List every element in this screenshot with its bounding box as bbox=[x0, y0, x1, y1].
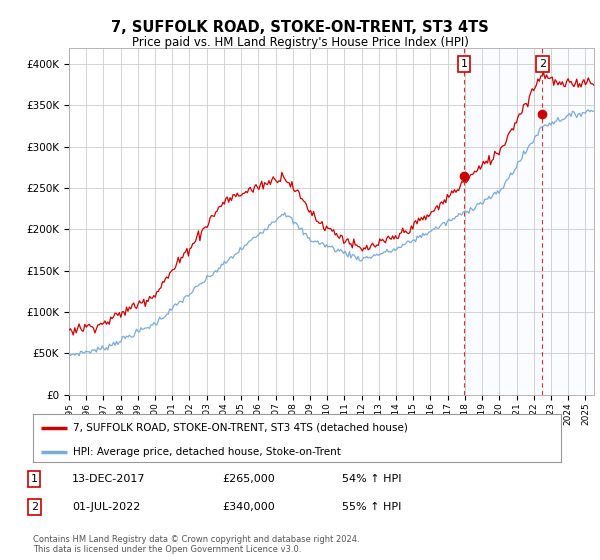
Text: 1: 1 bbox=[461, 59, 467, 69]
Text: HPI: Average price, detached house, Stoke-on-Trent: HPI: Average price, detached house, Stok… bbox=[73, 446, 340, 456]
Text: 13-DEC-2017: 13-DEC-2017 bbox=[72, 474, 146, 484]
Bar bbox=[464, 48, 600, 395]
Text: 1: 1 bbox=[31, 474, 38, 484]
Text: £340,000: £340,000 bbox=[222, 502, 275, 512]
Text: Price paid vs. HM Land Registry's House Price Index (HPI): Price paid vs. HM Land Registry's House … bbox=[131, 36, 469, 49]
Text: 2: 2 bbox=[539, 59, 546, 69]
Text: £265,000: £265,000 bbox=[222, 474, 275, 484]
Text: 2: 2 bbox=[31, 502, 38, 512]
Text: 01-JUL-2022: 01-JUL-2022 bbox=[72, 502, 140, 512]
Text: 7, SUFFOLK ROAD, STOKE-ON-TRENT, ST3 4TS (detached house): 7, SUFFOLK ROAD, STOKE-ON-TRENT, ST3 4TS… bbox=[73, 423, 407, 433]
Text: 55% ↑ HPI: 55% ↑ HPI bbox=[342, 502, 401, 512]
Text: Contains HM Land Registry data © Crown copyright and database right 2024.
This d: Contains HM Land Registry data © Crown c… bbox=[33, 535, 359, 554]
Text: 54% ↑ HPI: 54% ↑ HPI bbox=[342, 474, 401, 484]
Text: 7, SUFFOLK ROAD, STOKE-ON-TRENT, ST3 4TS: 7, SUFFOLK ROAD, STOKE-ON-TRENT, ST3 4TS bbox=[111, 20, 489, 35]
